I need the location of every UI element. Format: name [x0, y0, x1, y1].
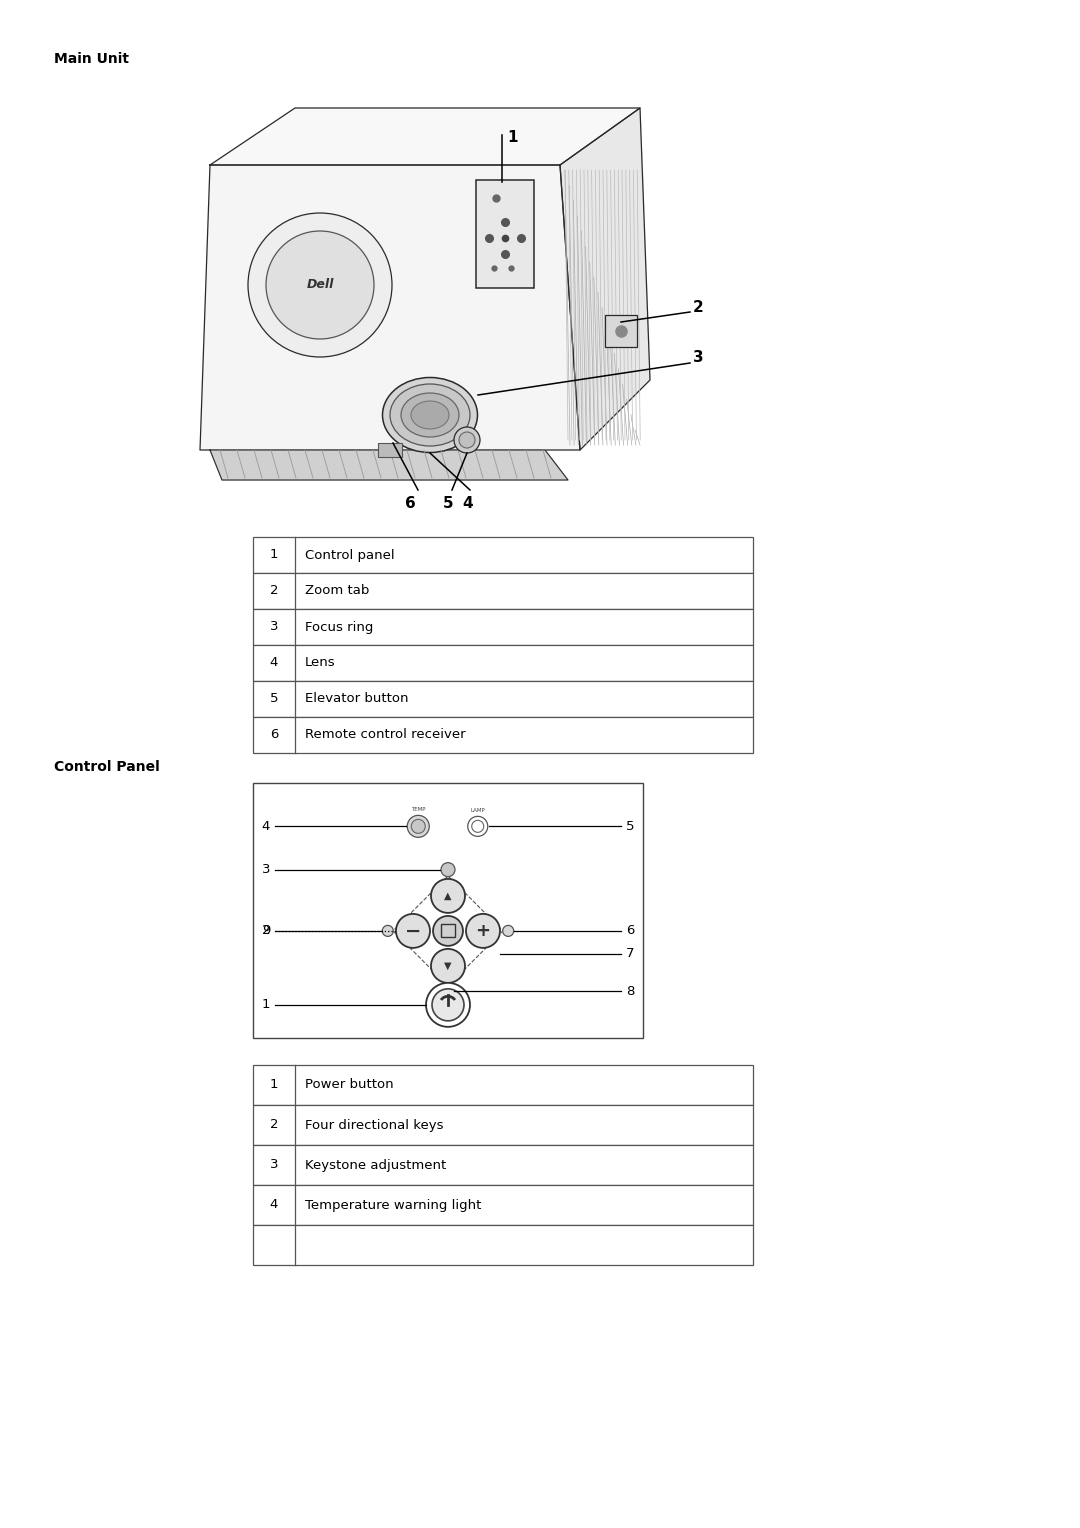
- Bar: [253, 1186, 753, 1225]
- Text: 8: 8: [625, 984, 634, 998]
- Bar: [253, 782, 643, 1038]
- Text: 4: 4: [270, 657, 279, 669]
- Text: Focus ring: Focus ring: [305, 620, 374, 634]
- Polygon shape: [200, 165, 580, 451]
- Text: TEMP: TEMP: [411, 807, 426, 813]
- Circle shape: [465, 914, 500, 947]
- Circle shape: [441, 863, 455, 877]
- Text: 1: 1: [270, 549, 279, 561]
- Text: Main Unit: Main Unit: [54, 52, 129, 66]
- Circle shape: [248, 212, 392, 358]
- Text: ▲: ▲: [444, 891, 451, 902]
- Text: 1: 1: [261, 998, 270, 1012]
- Circle shape: [502, 926, 514, 937]
- Circle shape: [443, 986, 454, 996]
- Text: 2: 2: [261, 924, 270, 937]
- Circle shape: [266, 231, 374, 339]
- Text: ▼: ▼: [444, 961, 451, 970]
- Polygon shape: [561, 108, 650, 451]
- Ellipse shape: [390, 384, 470, 446]
- Text: Control panel: Control panel: [305, 549, 394, 561]
- Bar: [253, 681, 753, 717]
- Text: 3: 3: [270, 1158, 279, 1172]
- Circle shape: [382, 926, 393, 937]
- Text: 7: 7: [625, 947, 634, 960]
- Bar: [605, 315, 637, 347]
- Bar: [253, 1144, 753, 1186]
- Text: Keystone adjustment: Keystone adjustment: [305, 1158, 446, 1172]
- Text: Elevator button: Elevator button: [305, 692, 408, 706]
- Circle shape: [472, 821, 484, 833]
- Circle shape: [468, 816, 488, 836]
- Circle shape: [433, 915, 463, 946]
- Circle shape: [431, 879, 465, 912]
- Circle shape: [432, 989, 464, 1021]
- Text: 6: 6: [625, 924, 634, 937]
- Text: 6: 6: [270, 729, 279, 741]
- Text: 2: 2: [693, 301, 704, 315]
- Text: −: −: [405, 921, 421, 940]
- Polygon shape: [210, 108, 640, 165]
- Bar: [253, 1105, 753, 1144]
- Text: LAMP: LAMP: [471, 808, 485, 813]
- Text: Temperature warning light: Temperature warning light: [305, 1198, 482, 1212]
- Bar: [476, 180, 534, 287]
- Text: 1: 1: [270, 1079, 279, 1091]
- Text: 9: 9: [261, 924, 270, 937]
- Text: 4: 4: [270, 1198, 279, 1212]
- Circle shape: [396, 914, 430, 947]
- Circle shape: [431, 949, 465, 983]
- Text: 5: 5: [270, 692, 279, 706]
- Ellipse shape: [382, 377, 477, 452]
- Text: 3: 3: [270, 620, 279, 634]
- Text: 4: 4: [462, 497, 473, 510]
- Text: 4: 4: [261, 821, 270, 833]
- Polygon shape: [210, 451, 568, 480]
- Text: Zoom tab: Zoom tab: [305, 585, 369, 597]
- Circle shape: [426, 983, 470, 1027]
- Text: 2: 2: [270, 585, 279, 597]
- Text: 5: 5: [443, 497, 454, 510]
- Ellipse shape: [411, 400, 449, 429]
- Bar: [253, 1225, 753, 1265]
- Bar: [441, 924, 455, 937]
- Bar: [253, 536, 753, 573]
- Bar: [253, 610, 753, 645]
- Bar: [253, 1065, 753, 1105]
- Text: Control Panel: Control Panel: [54, 759, 160, 775]
- Text: Dell: Dell: [307, 278, 334, 292]
- Ellipse shape: [401, 393, 459, 437]
- Text: Remote control receiver: Remote control receiver: [305, 729, 465, 741]
- Bar: [378, 443, 402, 457]
- Text: 3: 3: [693, 350, 704, 365]
- Text: 5: 5: [625, 821, 634, 833]
- Bar: [253, 645, 753, 681]
- Bar: [253, 717, 753, 753]
- Text: Power button: Power button: [305, 1079, 393, 1091]
- Circle shape: [407, 816, 429, 837]
- Circle shape: [411, 819, 426, 833]
- Text: Lens: Lens: [305, 657, 336, 669]
- Text: 1: 1: [507, 130, 517, 145]
- Bar: [253, 573, 753, 610]
- Text: 2: 2: [270, 1118, 279, 1132]
- Text: 3: 3: [261, 863, 270, 876]
- Text: +: +: [475, 921, 490, 940]
- Text: 6: 6: [405, 497, 416, 510]
- Text: Four directional keys: Four directional keys: [305, 1118, 444, 1132]
- Circle shape: [454, 426, 480, 452]
- Circle shape: [459, 432, 475, 448]
